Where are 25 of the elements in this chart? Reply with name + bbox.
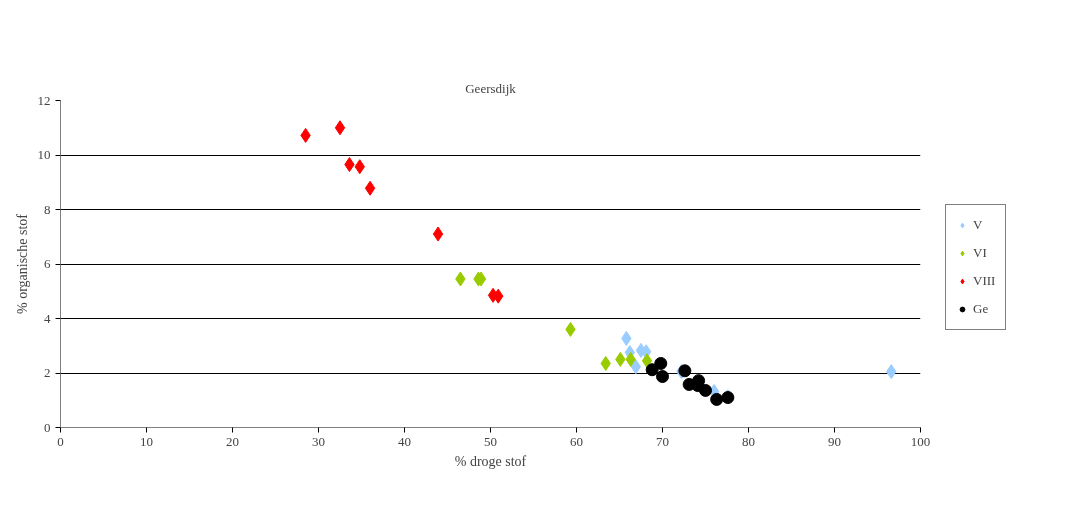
x-axis-title: % droge stof: [454, 453, 527, 469]
x-tick-label: 90: [828, 433, 841, 449]
legend-label: VIII: [973, 272, 996, 289]
x-tick-label: 50: [484, 433, 497, 449]
x-tick-label: 40: [398, 433, 411, 449]
y-tick-label: 6: [44, 256, 51, 271]
y-tick-label: 12: [37, 92, 51, 108]
x-tick-label: 10: [140, 433, 153, 449]
legend-label: VI: [973, 244, 988, 261]
x-tick-label: 20: [226, 433, 239, 449]
x-tick-label: 80: [742, 433, 755, 449]
x-tick-label: 100: [910, 433, 931, 449]
legend-label: V: [973, 216, 984, 233]
y-tick-label: 4: [44, 310, 51, 326]
x-tick-label: 30: [312, 433, 325, 449]
x-tick-label: 70: [656, 433, 669, 449]
y-tick-label: 2: [44, 365, 51, 380]
y-tick-label: 8: [44, 201, 51, 217]
chart-title: Geersdijk: [465, 80, 517, 96]
y-tick-label: 10: [37, 147, 51, 162]
legend-label: Ge: [973, 300, 990, 317]
x-tick-label: 0: [57, 433, 64, 449]
y-axis-title: % organische stof: [14, 213, 30, 315]
x-tick-label: 60: [570, 433, 583, 449]
y-tick-label: 0: [44, 419, 51, 435]
